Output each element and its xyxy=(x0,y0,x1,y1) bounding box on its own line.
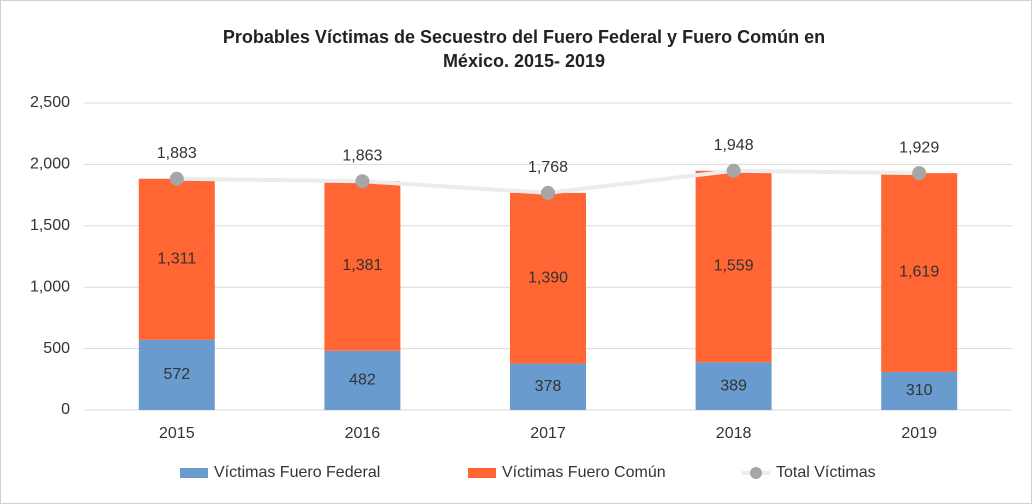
line-marker xyxy=(169,171,184,186)
data-label: 1,559 xyxy=(714,258,754,275)
data-label: 1,390 xyxy=(528,269,568,286)
bar xyxy=(695,170,772,363)
line-marker xyxy=(541,185,555,200)
data-label: 482 xyxy=(349,372,376,389)
x-tick-label: 2018 xyxy=(716,425,752,442)
legend-swatch xyxy=(180,468,208,478)
data-label: 310 xyxy=(906,382,933,399)
bar xyxy=(510,192,586,364)
data-label: 1,929 xyxy=(899,139,939,156)
data-label: 1,311 xyxy=(157,250,196,267)
bar xyxy=(881,371,958,410)
legend-swatch xyxy=(750,467,762,479)
bar xyxy=(510,363,586,410)
data-label: 572 xyxy=(163,366,190,383)
y-tick-label: 2,500 xyxy=(30,94,70,111)
line-marker xyxy=(912,166,927,181)
y-tick-label: 500 xyxy=(43,340,70,357)
x-tick-label: 2017 xyxy=(530,425,566,442)
x-tick-label: 2015 xyxy=(159,425,195,442)
data-label: 389 xyxy=(720,377,747,394)
chart-title: México. 2015- 2019 xyxy=(443,51,605,71)
data-label: 1,863 xyxy=(342,147,382,164)
legend-label: Víctimas Fuero Común xyxy=(502,464,666,481)
bar xyxy=(324,350,401,410)
x-tick-label: 2019 xyxy=(901,425,937,442)
bar xyxy=(881,173,958,372)
data-label: 378 xyxy=(535,378,562,395)
bar xyxy=(138,178,215,340)
x-tick-label: 2016 xyxy=(345,425,381,442)
legend-swatch xyxy=(468,468,496,478)
data-label: 1,619 xyxy=(899,264,939,281)
data-label: 1,948 xyxy=(714,137,754,154)
y-tick-label: 0 xyxy=(61,401,70,418)
data-label: 1,883 xyxy=(157,145,197,162)
data-label: 1,381 xyxy=(342,257,382,274)
legend-label: Total Víctimas xyxy=(776,464,876,481)
line-marker xyxy=(355,174,370,189)
bar xyxy=(324,181,401,351)
bar xyxy=(695,362,772,410)
bar xyxy=(138,339,215,410)
chart-title: Probables Víctimas de Secuestro del Fuer… xyxy=(223,27,825,47)
y-tick-label: 1,000 xyxy=(30,278,70,295)
line-marker xyxy=(726,163,741,178)
y-tick-label: 1,500 xyxy=(30,217,70,234)
data-label: 1,768 xyxy=(528,159,568,176)
y-tick-label: 2,000 xyxy=(30,156,70,173)
legend-label: Víctimas Fuero Federal xyxy=(214,464,380,481)
